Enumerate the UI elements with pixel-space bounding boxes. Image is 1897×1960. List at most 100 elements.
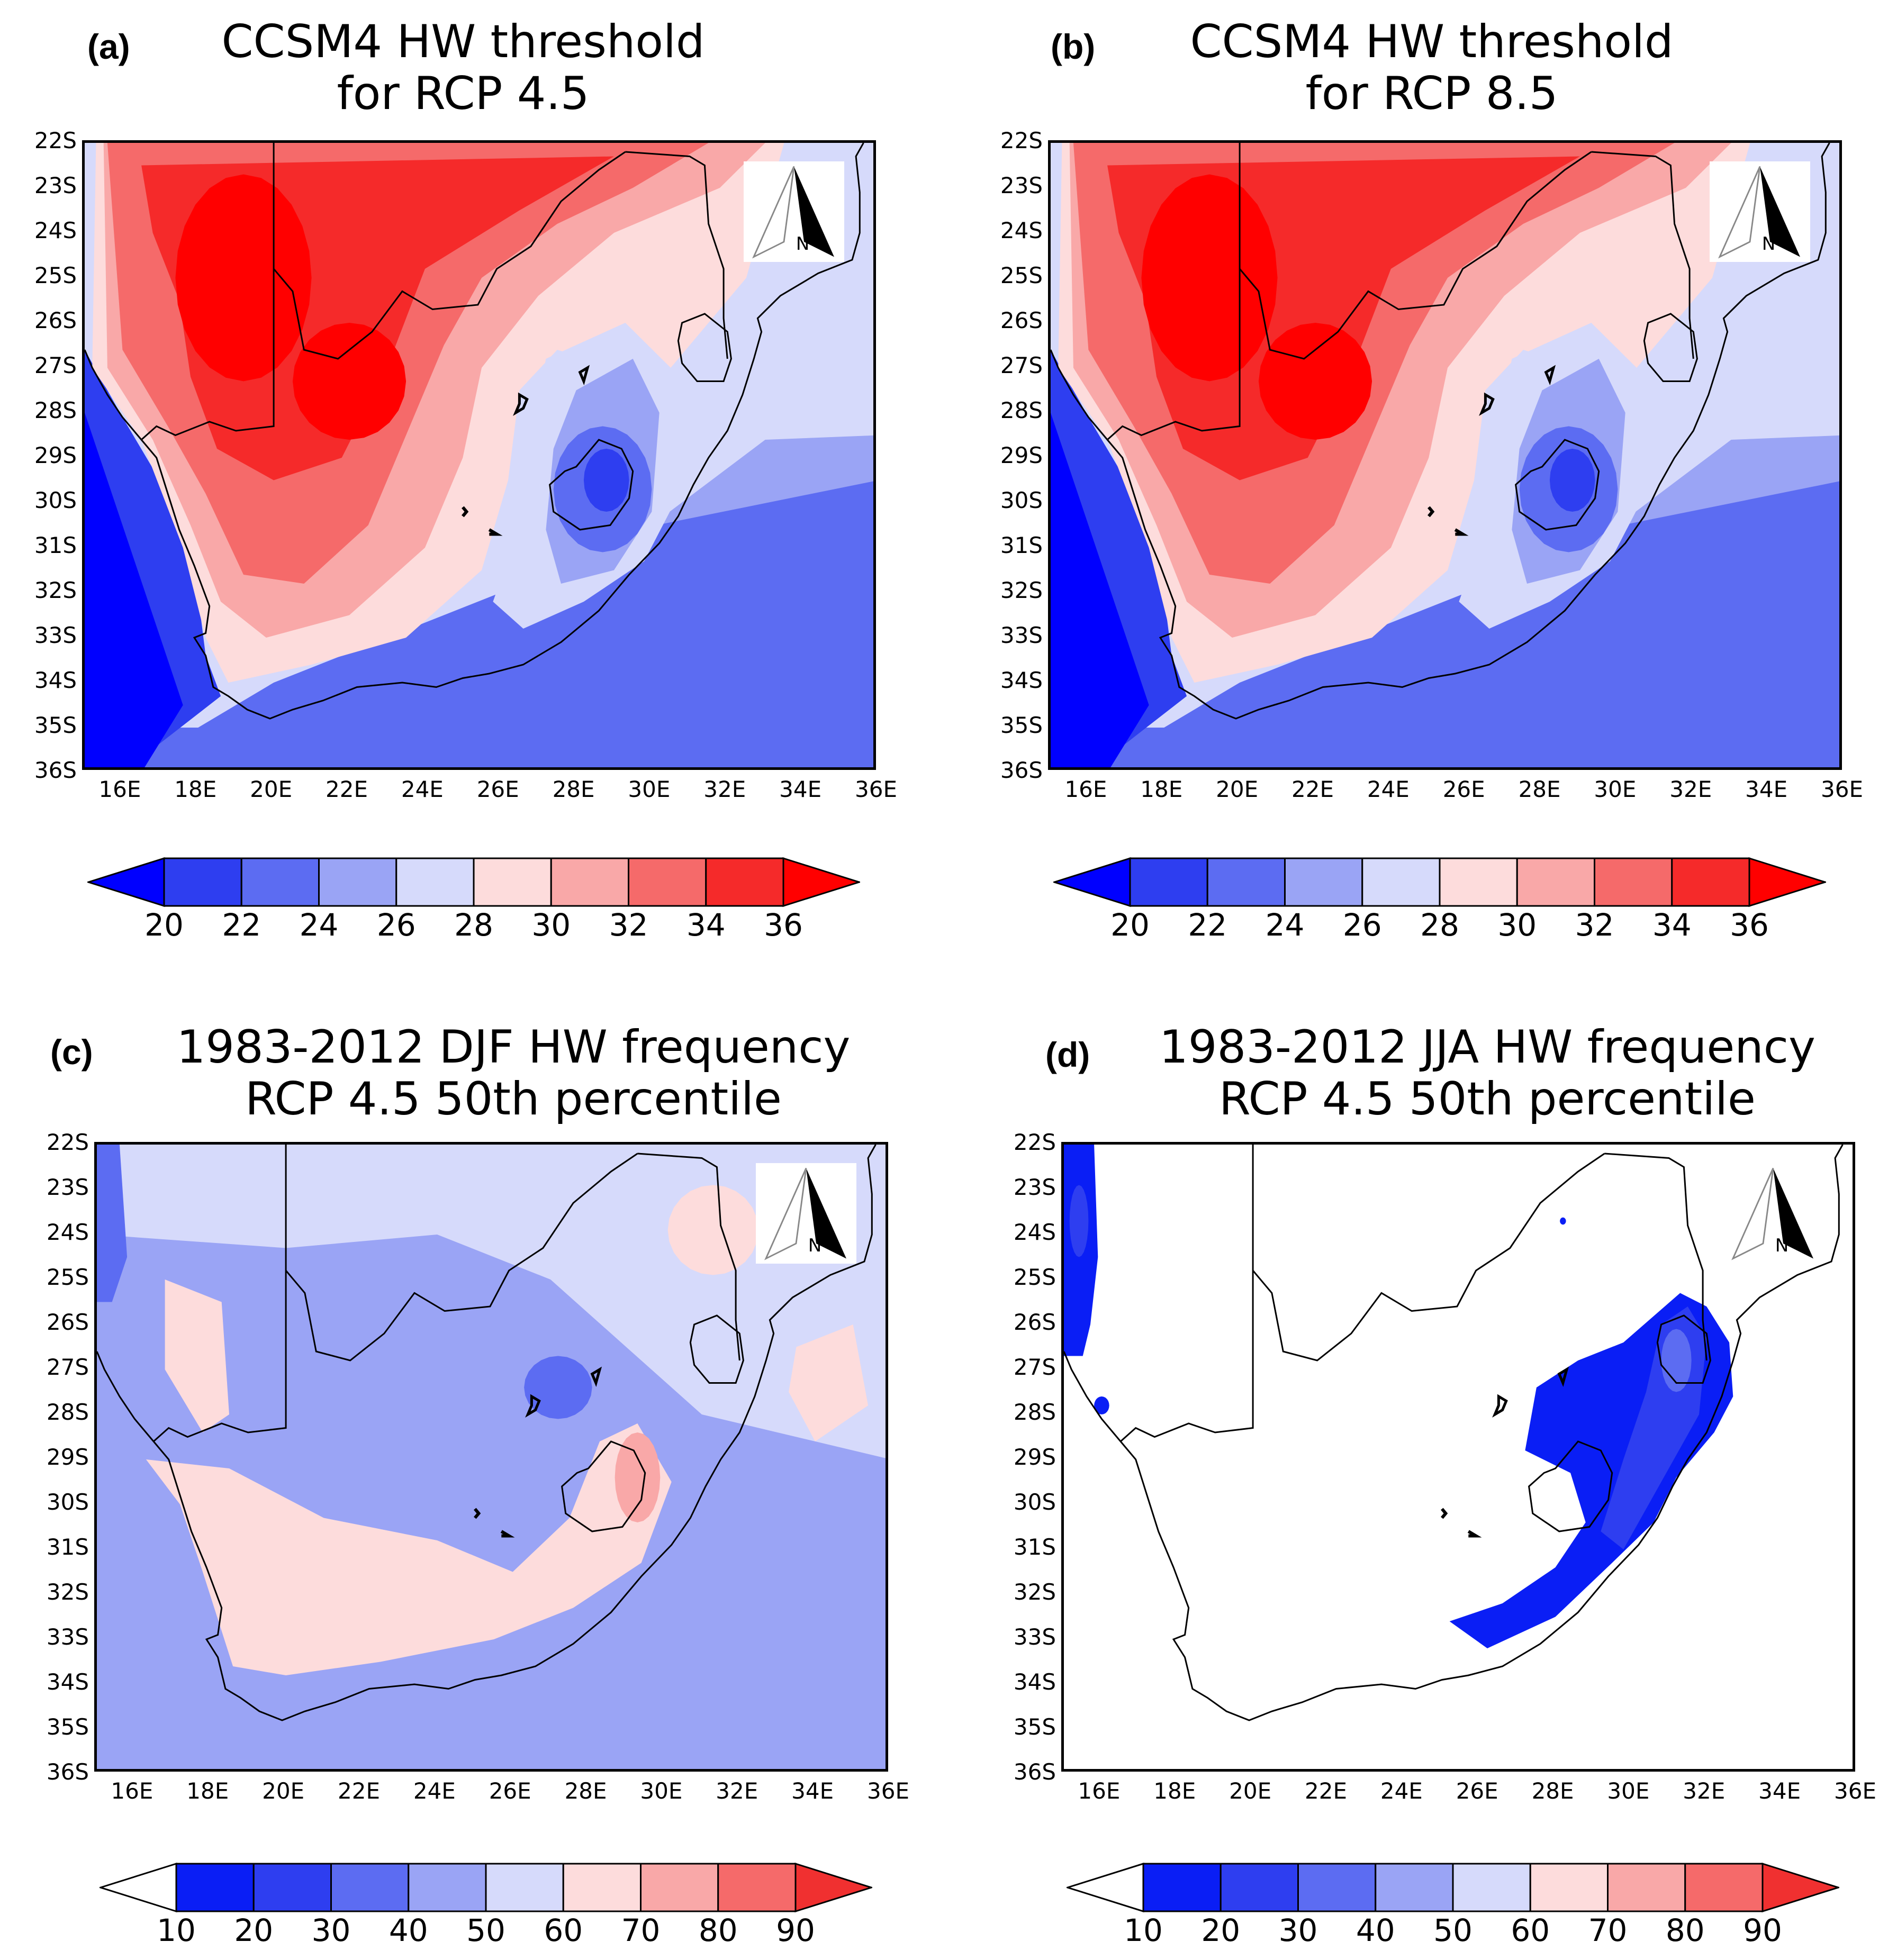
- colorbar-tick-label: 90: [776, 1912, 815, 1948]
- lon-tick-label: 34E: [1758, 1778, 1801, 1804]
- lat-tick-label: 25S: [1013, 1264, 1056, 1290]
- lat-tick-label: 31S: [34, 532, 77, 558]
- lat-tick-label: 31S: [46, 1534, 89, 1560]
- panel-title: 1983-2012 JJA HW frequency RCP 4.5 50th p…: [1064, 1021, 1897, 1125]
- colorbar-box: [1452, 1863, 1531, 1912]
- panel-title: 1983-2012 DJF HW frequency RCP 4.5 50th p…: [90, 1021, 937, 1125]
- colorbar-tick-label: 24: [299, 907, 339, 943]
- panel-letter: (c): [50, 1032, 93, 1072]
- lat-tick-label: 27S: [46, 1354, 89, 1380]
- panel-title: CCSM4 HW threshold for RCP 8.5: [1008, 16, 1855, 120]
- lon-tick-label: 34E: [791, 1778, 834, 1804]
- colorbar-box: [1607, 1863, 1686, 1912]
- colorbar-high-triangle: [782, 857, 862, 908]
- colorbar-box: [1594, 857, 1673, 907]
- lat-tick-label: 31S: [1000, 532, 1043, 558]
- colorbar-tick-label: 40: [389, 1912, 428, 1948]
- lat-tick-label: 30S: [1000, 487, 1043, 513]
- lat-tick-label: 32S: [1013, 1579, 1056, 1605]
- colorbar-box: [705, 857, 784, 907]
- colorbar-high-triangle: [794, 1862, 874, 1913]
- lat-tick-label: 25S: [1000, 262, 1043, 288]
- colorbar-tick-label: 32: [609, 907, 648, 943]
- lon-tick-label: 30E: [1594, 776, 1637, 802]
- lat-tick-label: 36S: [34, 757, 77, 783]
- lon-tick-label: 20E: [250, 776, 293, 802]
- north-label: N: [796, 233, 810, 255]
- colorbar-box: [1439, 857, 1518, 907]
- colorbar-tick-label: 50: [1433, 1912, 1473, 1948]
- lat-tick-label: 35S: [34, 712, 77, 738]
- lat-tick-label: 24S: [1013, 1219, 1056, 1245]
- lon-tick-label: 22E: [338, 1778, 380, 1804]
- lat-tick-label: 33S: [1013, 1624, 1056, 1650]
- lat-tick-label: 24S: [46, 1219, 89, 1245]
- lat-tick-label: 33S: [34, 622, 77, 648]
- north-arrow-icon: N: [1710, 161, 1810, 262]
- lon-tick-label: 28E: [1518, 776, 1561, 802]
- colorbar-box: [1516, 857, 1595, 907]
- colorbar-tick-label: 10: [157, 1912, 196, 1948]
- colorbar-box: [408, 1863, 487, 1912]
- lon-tick-label: 36E: [855, 776, 897, 802]
- colorbar-box: [473, 857, 552, 907]
- lon-tick-label: 20E: [1216, 776, 1259, 802]
- map-contours: [97, 1145, 886, 1769]
- lat-tick-label: 29S: [1000, 442, 1043, 468]
- panel-letter: (a): [87, 27, 130, 66]
- colorbar-box: [550, 857, 629, 907]
- colorbar-tick-label: 30: [311, 1912, 351, 1948]
- colorbar-box: [628, 857, 707, 907]
- colorbar-tick-label: 60: [1511, 1912, 1550, 1948]
- lat-tick-label: 34S: [1013, 1669, 1056, 1695]
- map-contours: [1051, 143, 1839, 767]
- lat-tick-label: 29S: [1013, 1444, 1056, 1470]
- colorbar: 10 20 30 40 50 60 70 80 90: [1065, 1862, 1841, 1958]
- colorbar-box: [252, 1863, 332, 1912]
- colorbar: 10 20 30 40 50 60 70 80 90: [98, 1862, 874, 1958]
- colorbar-tick-label: 36: [1730, 907, 1769, 943]
- map-frame: [94, 1142, 888, 1772]
- lon-tick-label: 16E: [1078, 1778, 1121, 1804]
- colorbar-tick-label: 24: [1265, 907, 1305, 943]
- lon-tick-label: 16E: [98, 776, 141, 802]
- lon-tick-label: 32E: [1683, 1778, 1726, 1804]
- title-line-1: CCSM4 HW threshold: [1190, 15, 1674, 68]
- lat-tick-label: 35S: [46, 1714, 89, 1740]
- north-arrow-icon: N: [1723, 1163, 1823, 1264]
- north-arrow-icon: N: [744, 161, 844, 262]
- lon-tick-label: 16E: [1064, 776, 1107, 802]
- colorbar-box: [1297, 1863, 1377, 1912]
- colorbar-tick-label: 60: [544, 1912, 583, 1948]
- colorbar-tick-label: 32: [1575, 907, 1614, 943]
- lon-tick-label: 24E: [1367, 776, 1410, 802]
- colorbar-box: [562, 1863, 642, 1912]
- lat-tick-label: 32S: [1000, 577, 1043, 603]
- colorbar-low-triangle: [1052, 857, 1131, 908]
- lat-tick-label: 23S: [1013, 1174, 1056, 1200]
- panel-letter: (d): [1045, 1035, 1090, 1074]
- colorbar-box: [395, 857, 475, 907]
- lat-tick-label: 36S: [1000, 757, 1043, 783]
- colorbar-box: [240, 857, 320, 907]
- colorbar-box: [1684, 1863, 1764, 1912]
- lon-tick-label: 28E: [564, 1778, 607, 1804]
- colorbar-tick-label: 30: [1497, 907, 1537, 943]
- colorbar-box: [1129, 857, 1208, 907]
- lat-tick-label: 28S: [1013, 1399, 1056, 1425]
- lat-tick-label: 28S: [34, 397, 77, 423]
- colorbar-tick-label: 36: [764, 907, 803, 943]
- lon-tick-label: 18E: [1153, 1778, 1196, 1804]
- colorbar-box: [1529, 1863, 1609, 1912]
- lat-tick-label: 31S: [1013, 1534, 1056, 1560]
- lat-tick-label: 29S: [46, 1444, 89, 1470]
- lat-tick-label: 32S: [34, 577, 77, 603]
- lon-tick-label: 26E: [1442, 776, 1485, 802]
- colorbar-box: [1206, 857, 1286, 907]
- colorbar-box: [1361, 857, 1441, 907]
- lat-tick-label: 22S: [34, 128, 77, 153]
- colorbar-tick-label: 20: [234, 1912, 274, 1948]
- lon-tick-label: 32E: [716, 1778, 758, 1804]
- colorbar-high-triangle: [1762, 1862, 1841, 1913]
- colorbar-box: [163, 857, 242, 907]
